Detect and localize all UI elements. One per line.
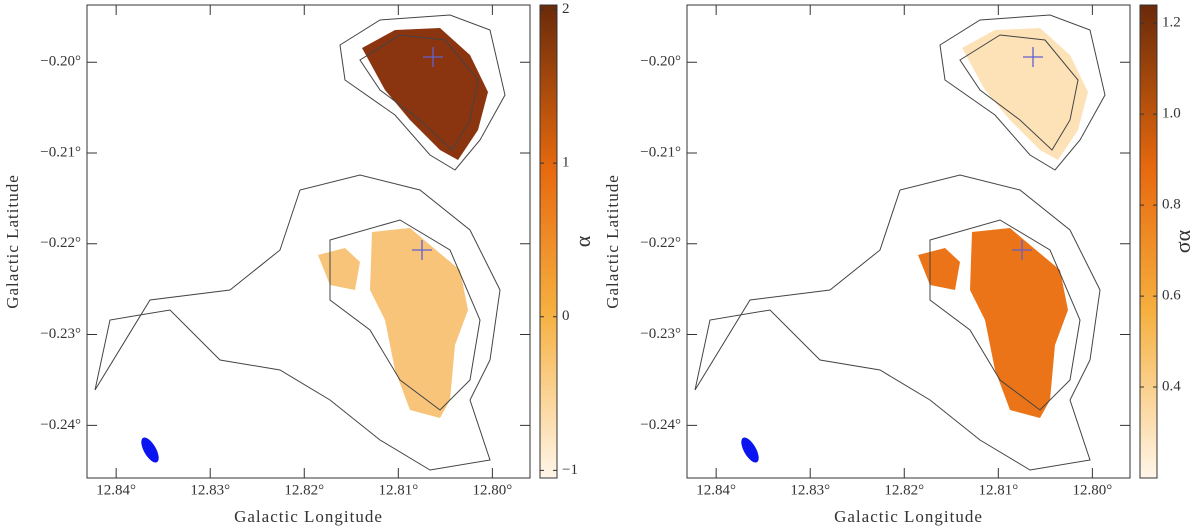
source-marker [412, 47, 443, 260]
emission-bottom [970, 228, 1068, 418]
colorbar-tick-label: 2 [562, 1, 570, 17]
emission-bottom [370, 228, 468, 418]
y-tick-label: −0.24° [640, 417, 681, 433]
colorbar-label: σα [1170, 229, 1195, 253]
colorbar [539, 4, 558, 479]
x-tick-label: 12.84° [696, 482, 736, 498]
x-tick-label: 12.83° [190, 482, 230, 498]
y-tick-label: −0.21° [40, 144, 81, 160]
beam [141, 437, 159, 463]
x-tick-label: 12.84° [96, 482, 136, 498]
y-tick-label: −0.22° [640, 235, 681, 251]
contour [959, 34, 1079, 151]
emission-side [918, 248, 960, 290]
colorbar-tick-label: 1.0 [1162, 106, 1181, 122]
x-axis-title: Galactic Longitude [234, 507, 383, 526]
y-tick-label: −0.22° [40, 235, 81, 251]
contour [929, 219, 1081, 411]
colorbar-tick-label: 1 [562, 155, 570, 171]
x-tick-label: 12.81° [978, 482, 1018, 498]
x-tick-label: 12.83° [790, 482, 830, 498]
colorbar-tick-label: 0.6 [1162, 288, 1181, 304]
y-tick-label: −0.24° [40, 417, 81, 433]
panel: 12.84° 12.83° 12.82° 12.81° 12.80° −0.20° −0.2… [603, 4, 1195, 526]
contour [359, 34, 479, 151]
colorbar [1139, 4, 1158, 479]
x-tick-label: 12.82° [884, 482, 924, 498]
x-tick-label: 12.81° [378, 482, 418, 498]
contour [94, 174, 501, 471]
panel: 12.84° 12.83° 12.82° 12.81° 12.80° −0.20° −0.2… [3, 1, 595, 526]
contour [339, 14, 506, 171]
colorbar-tick-label: 0 [562, 308, 570, 324]
y-tick-label: −0.21° [640, 144, 681, 160]
plot-frame [86, 4, 531, 479]
contour [939, 14, 1106, 171]
y-axis-title: Galactic Latitude [3, 174, 22, 309]
plot-frame [686, 4, 1131, 479]
emission-top [362, 28, 488, 160]
y-tick-label: −0.20° [640, 54, 681, 70]
emission-top [962, 28, 1088, 160]
colorbar-label: α [570, 235, 595, 247]
y-axis-title: Galactic Latitude [603, 174, 622, 309]
x-tick-label: 12.80° [1073, 482, 1113, 498]
x-tick-label: 12.80° [473, 482, 513, 498]
colorbar-tick-label: 0.4 [1162, 378, 1181, 394]
beam [741, 437, 759, 463]
emission-side [318, 248, 360, 290]
y-tick-label: −0.23° [40, 326, 81, 342]
colorbar-tick-label: −1 [562, 462, 578, 478]
colorbar-tick-label: 0.8 [1162, 197, 1181, 213]
x-tick-label: 12.82° [284, 482, 324, 498]
contour [329, 219, 481, 411]
y-tick-label: −0.20° [40, 54, 81, 70]
y-tick-label: −0.23° [640, 326, 681, 342]
x-axis-title: Galactic Longitude [834, 507, 983, 526]
source-marker [1012, 47, 1043, 260]
contour [694, 174, 1101, 471]
colorbar-tick-label: 1.2 [1162, 15, 1181, 31]
